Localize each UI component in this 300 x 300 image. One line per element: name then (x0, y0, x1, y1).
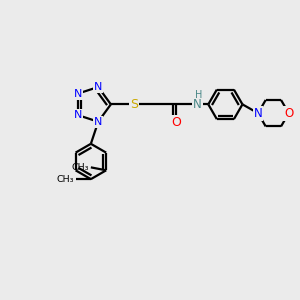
Text: N: N (254, 107, 262, 120)
Text: N: N (94, 82, 102, 92)
Text: S: S (130, 98, 138, 111)
Text: H: H (195, 90, 202, 100)
Text: O: O (171, 116, 181, 129)
Text: N: N (193, 98, 202, 111)
Text: CH₃: CH₃ (72, 163, 89, 172)
Text: N: N (74, 88, 82, 99)
Text: O: O (284, 107, 293, 120)
Text: N: N (94, 117, 102, 127)
Text: CH₃: CH₃ (56, 175, 74, 184)
Text: N: N (74, 110, 82, 120)
